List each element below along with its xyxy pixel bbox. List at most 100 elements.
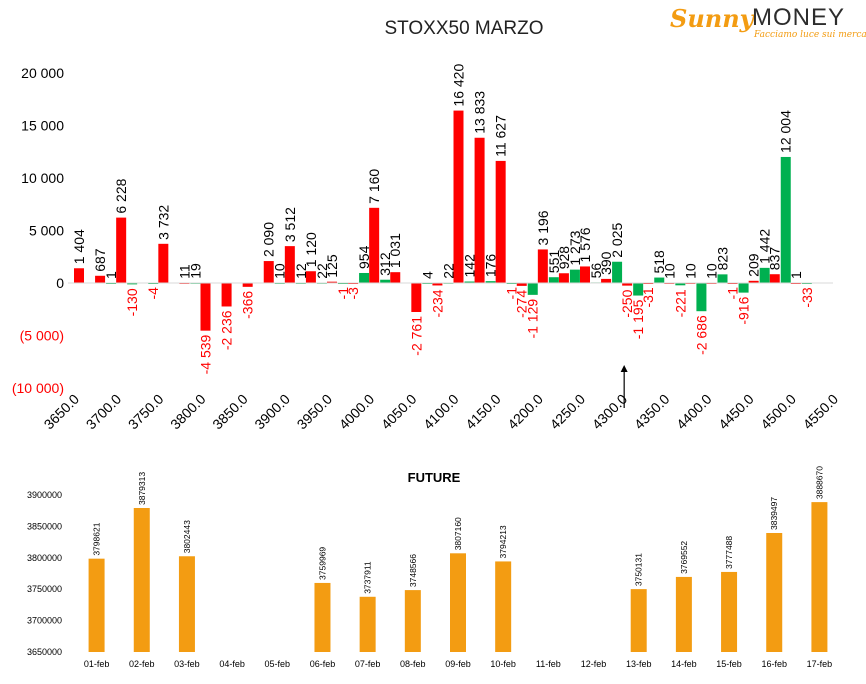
puts-value-label: 4 (419, 271, 435, 279)
puts-value-label: 551 (546, 250, 562, 274)
puts-value-label: 1 (103, 271, 119, 279)
x-tick-label: 11-feb (536, 659, 561, 669)
bars (88, 502, 828, 652)
future-bar (314, 582, 331, 652)
puts-value-label: -916 (736, 296, 752, 324)
x-tick-label: 4450.0 (715, 391, 757, 433)
calls-value-label: 11 627 (493, 115, 509, 157)
x-tick-label: 05-feb (265, 659, 291, 669)
pointer-arrow-head (620, 365, 628, 372)
calls-bar (263, 261, 274, 283)
future-chart: FUTURE 3900000 3850000 3800000 3750000 37000… (27, 466, 832, 669)
puts-value-label: 312 (377, 252, 393, 276)
calls-bar (622, 283, 633, 286)
logo-brand-right: MONEY (752, 4, 846, 31)
calls-value-label: -2 761 (408, 316, 424, 356)
puts-value-label: 2 025 (609, 222, 625, 257)
calls-bar (305, 271, 316, 283)
future-value-label: 3737911 (363, 561, 373, 594)
calls-value-label: -250 (619, 289, 635, 317)
calls-bar (221, 283, 232, 307)
puts-value-label: -1 (335, 287, 351, 300)
puts-bar (127, 283, 138, 285)
puts-bar (464, 281, 475, 283)
puts-value-label: -2 686 (693, 315, 709, 355)
puts-value-label: 823 (715, 247, 731, 271)
future-bar (675, 576, 692, 652)
calls-value-label: -2 236 (219, 310, 235, 350)
calls-value-label: 10 (704, 263, 720, 279)
y-tick-label: (10 000) (12, 380, 64, 396)
calls-value-label: 1 576 (577, 227, 593, 262)
calls-bar (95, 275, 106, 283)
calls-value-label: 16 420 (451, 64, 467, 107)
calls-value-label: -3 (345, 287, 361, 300)
puts-bar (633, 283, 644, 296)
puts-bar (759, 267, 770, 283)
calls-bar (558, 273, 569, 283)
puts-bar (359, 272, 370, 283)
bars (74, 110, 812, 331)
puts-value-label: -33 (799, 287, 815, 307)
x-tick-label: 07-feb (355, 659, 381, 669)
x-tick-label: 3650.0 (41, 391, 83, 433)
future-bar (178, 556, 195, 652)
x-axis: 01-feb 02-feb 03-feb 04-feb 05-feb 06-feb 07-f… (84, 659, 832, 669)
puts-value-label: 56 (588, 263, 604, 279)
y-tick-label: 10 000 (21, 170, 64, 186)
x-tick-label: 4250.0 (547, 391, 589, 433)
calls-value-label: 1 031 (387, 233, 403, 268)
x-tick-label: 06-feb (310, 659, 336, 669)
calls-bar (74, 268, 84, 283)
x-tick-label: 4350.0 (631, 391, 673, 433)
logo-brand-left: Sunny (670, 4, 754, 33)
x-tick-label: 4050.0 (378, 391, 420, 433)
calls-bar (601, 278, 612, 283)
future-bar (88, 558, 105, 652)
calls-value-label: 1 (788, 271, 804, 279)
puts-value-label: -1 (504, 287, 520, 300)
x-tick-label: 4000.0 (336, 391, 378, 433)
y-tick-label: 0 (56, 275, 64, 291)
x-tick-label: 01-feb (84, 659, 110, 669)
puts-bar (717, 274, 728, 283)
x-tick-label: 17-feb (807, 659, 833, 669)
x-tick-label: 4550.0 (800, 391, 842, 433)
x-tick-label: 09-feb (445, 659, 471, 669)
future-value-label: 3888670 (814, 466, 824, 499)
puts-value-label: 954 (356, 245, 372, 269)
puts-value-label: -4 (145, 287, 161, 300)
future-bar (630, 589, 647, 652)
puts-value-label: 22 (314, 263, 330, 279)
puts-value-label: -130 (124, 288, 140, 316)
calls-bar (369, 207, 380, 283)
y-tick-label: 20 000 (21, 65, 64, 81)
calls-value-label: 3 196 (535, 210, 551, 245)
future-bar (133, 507, 150, 652)
calls-bar (411, 283, 422, 312)
calls-bar (474, 137, 485, 283)
future-value-label: 3807160 (453, 517, 463, 550)
x-tick-label: 03-feb (174, 659, 200, 669)
puts-bar (485, 281, 496, 283)
calls-value-label: 1 120 (303, 232, 319, 267)
calls-bar (580, 266, 590, 283)
puts-bar (569, 269, 580, 283)
x-tick-label: 3950.0 (294, 391, 336, 433)
future-bar (721, 571, 738, 652)
puts-bar (780, 156, 791, 283)
calls-value-label: 125 (324, 254, 340, 278)
y-tick-label: 15 000 (21, 118, 64, 134)
puts-value-label: 1 442 (757, 229, 773, 264)
calls-bar (432, 283, 443, 286)
future-value-label: 3798621 (92, 522, 102, 555)
x-tick-label: 10-feb (490, 659, 516, 669)
calls-bar (158, 243, 169, 283)
calls-value-label: 390 (598, 251, 614, 275)
y-axis: 3900000 3850000 3800000 3750000 3700000 36500… (27, 490, 62, 657)
puts-bar (612, 261, 623, 283)
x-tick-label: 15-feb (716, 659, 742, 669)
future-value-label: 3794213 (498, 525, 508, 558)
future-value-label: 3802443 (182, 520, 192, 553)
puts-value-label: 19 (187, 263, 203, 279)
